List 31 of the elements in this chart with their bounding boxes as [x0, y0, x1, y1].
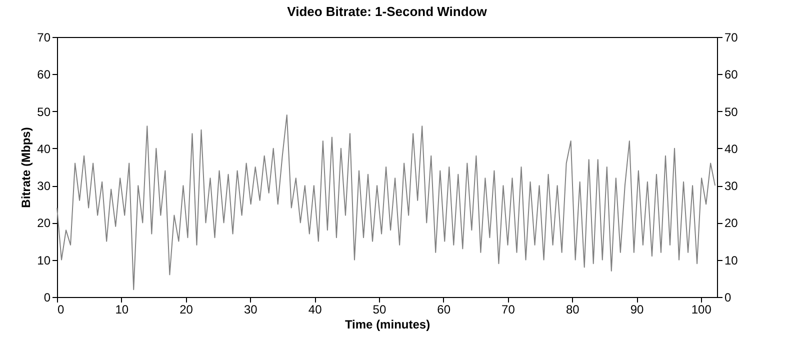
x-axis-title: Time (minutes)	[344, 318, 430, 332]
y2-tick-label: 30	[724, 179, 738, 194]
y-tick-label: 30	[37, 179, 51, 194]
chart-title: Video Bitrate: 1-Second Window	[287, 4, 488, 19]
y2-tick-label: 40	[724, 142, 738, 156]
y-tick-label: 70	[37, 30, 51, 44]
y-tick-label: 60	[37, 68, 51, 82]
x-tick-label: 50	[372, 302, 386, 316]
y-tick-label: 20	[37, 216, 51, 230]
y2-tick-label: 70	[724, 30, 738, 44]
x-tick-label: 40	[308, 302, 322, 316]
y2-tick-label: 50	[724, 104, 738, 119]
x-tick-label: 10	[115, 302, 129, 316]
x-tick-label: 90	[630, 302, 644, 316]
y2-tick-label: 0	[724, 290, 732, 304]
x-tick-label: 100	[691, 302, 712, 316]
y-tick-label: 10	[37, 253, 51, 268]
y-tick-label: 50	[37, 104, 51, 119]
y2-tick-label: 10	[724, 253, 738, 268]
y-tick-label: 40	[37, 142, 51, 156]
x-tick-label: 0	[58, 302, 64, 316]
y-tick-label: 0	[44, 290, 51, 304]
x-tick-label: 70	[502, 302, 516, 316]
x-tick-label: 60	[437, 302, 451, 316]
y-axis-title: Bitrate (Mbps)	[19, 127, 34, 208]
line-series	[56, 114, 716, 290]
x-tick-label: 20	[180, 302, 194, 316]
y2-tick-label: 60	[724, 68, 738, 82]
x-tick-label: 80	[566, 302, 580, 316]
x-tick-label: 30	[244, 302, 258, 316]
y2-tick-label: 20	[724, 216, 738, 230]
